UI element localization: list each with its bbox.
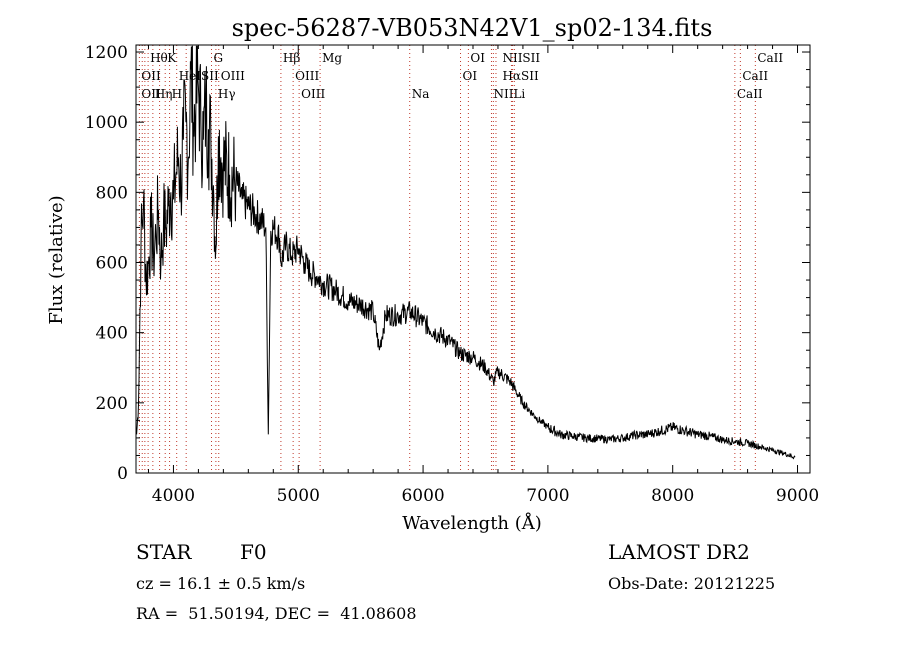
x-tick-label-2: 6000 [401,486,444,506]
marker-label-7: CaII [757,51,783,65]
marker-label-23: CaII [737,87,763,101]
obs-date-text: Obs-Date: 20121225 [608,574,776,593]
marker-label-21: NII [493,87,513,101]
object-type: STAR [136,540,192,564]
y-tick-label-3: 600 [96,254,128,274]
marker-label-13: HαSII [502,69,539,83]
marker-label-16: Hη [155,87,173,101]
spectrum-series [136,45,796,460]
spectral-line-markers [138,45,756,473]
marker-label-1: K [167,51,177,65]
y-tick-label-2: 400 [96,324,128,344]
plot-frame [135,44,811,474]
x-tick-label-5: 9000 [776,486,819,506]
marker-label-15: OII [141,87,161,101]
marker-label-14: CaII [742,69,768,83]
chart-title: spec-56287-VB053N42V1_sp02-134.fits [232,14,713,42]
axis-ticks: 4000 5000 6000 7000 8000 9000 0 200 400 600 800 100… [85,43,819,506]
marker-label-8: OII [141,69,161,83]
marker-label-2: G [214,51,224,65]
x-axis-label: Wavelength (Å) [402,512,542,534]
marker-label-20: Na [412,87,430,101]
spectrum-line-0 [136,45,796,460]
marker-label-3: Hβ [283,51,300,65]
marker-label-18: Hγ [218,87,236,101]
y-tick-label-6: 1200 [85,43,128,63]
y-axis-label: Flux (relative) [46,195,67,324]
marker-label-0: Hθ [150,51,168,65]
x-tick-label-3: 7000 [526,486,569,506]
survey-name: LAMOST DR2 [608,540,750,564]
marker-label-19: OIII [301,87,325,101]
marker-label-4: Mg [322,51,342,65]
marker-label-11: OIII [295,69,319,83]
y-tick-label-0: 0 [117,464,128,484]
spectral-subclass: F0 [240,540,267,564]
y-tick-label-1: 200 [96,394,128,414]
spectrum-plot-svg: spec-56287-VB053N42V1_sp02-134.fits Flux… [46,14,819,534]
y-tick-label-4: 800 [96,183,128,203]
marker-label-6: NIISII [502,51,540,65]
marker-label-22: Li [513,87,525,101]
marker-label-5: OI [470,51,485,65]
marker-label-10: OIII [221,69,245,83]
x-tick-label-4: 8000 [651,486,694,506]
marker-label-17: H [172,87,182,101]
marker-label-9: HeISII [179,69,219,83]
redshift-text: cz = 16.1 ± 0.5 km/s [136,574,306,593]
x-tick-label-0: 4000 [152,486,195,506]
marker-label-12: OI [463,69,478,83]
coordinates-text: RA = 51.50194, DEC = 41.08608 [136,604,417,623]
y-tick-label-5: 1000 [85,113,128,133]
x-tick-label-1: 5000 [277,486,320,506]
